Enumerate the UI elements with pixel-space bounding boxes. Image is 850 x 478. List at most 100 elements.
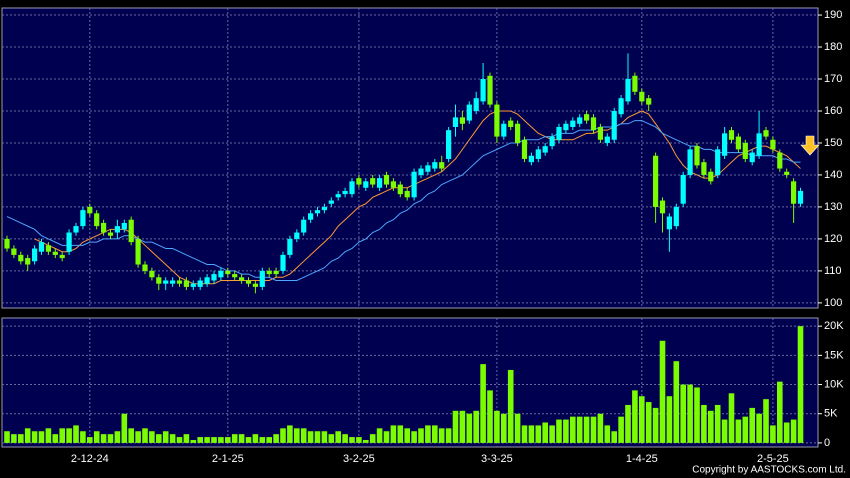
candle-body: [680, 174, 686, 204]
candle-body: [170, 280, 176, 284]
volume-bar: [369, 434, 376, 443]
candle-body: [225, 270, 231, 275]
volume-bar: [659, 340, 666, 443]
candle-body: [135, 238, 141, 265]
y-tick-label: 110: [824, 265, 842, 277]
candle-body: [735, 136, 741, 150]
ma-line: [34, 110, 801, 285]
volume-bar: [742, 416, 749, 443]
volume-bar: [87, 437, 93, 443]
volume-bar: [335, 431, 341, 443]
x-tick-label: 2-5-25: [757, 453, 789, 465]
candle-body: [597, 126, 603, 140]
volume-bar: [38, 431, 45, 443]
volume-bar: [307, 431, 314, 443]
candle-body: [528, 155, 534, 163]
candle-body: [542, 146, 548, 153]
candle-body: [618, 98, 624, 115]
candle-body: [121, 222, 127, 230]
y-tick-label: 5K: [824, 408, 838, 420]
volume-bar: [728, 393, 735, 443]
volume-bar: [680, 384, 686, 443]
volume-bar: [390, 425, 397, 443]
volume-bar: [294, 428, 300, 443]
candle-body: [59, 254, 65, 259]
volume-bar: [18, 434, 24, 443]
candle-body: [25, 258, 31, 265]
candle-body: [142, 264, 148, 271]
candle-body: [197, 280, 203, 287]
volume-bar: [59, 428, 65, 443]
volume-bar: [687, 384, 693, 443]
candle-body: [328, 200, 334, 204]
candle-body: [232, 274, 238, 278]
volume-bar: [535, 425, 542, 443]
volume-bar: [183, 434, 190, 443]
candle-body: [722, 133, 728, 156]
candle-body: [321, 206, 327, 211]
candle-body: [411, 171, 417, 198]
volume-bar: [480, 364, 486, 443]
volume-bar: [556, 419, 562, 443]
candle-body: [45, 245, 51, 252]
volume-bar: [218, 437, 224, 443]
volume-bar: [169, 434, 176, 443]
candle-body: [73, 226, 79, 233]
volume-bar: [93, 431, 100, 443]
candle-body: [18, 254, 24, 262]
candle-body: [459, 117, 465, 124]
candle-body: [128, 219, 134, 243]
volume-bar: [300, 428, 307, 443]
volume-bar: [245, 437, 252, 443]
candle-body: [611, 110, 617, 140]
volume-bar: [645, 402, 652, 443]
candle-body: [694, 146, 700, 166]
candle-body: [480, 79, 486, 102]
candle-body: [570, 120, 576, 127]
plot-layer: 100 110 120 130 140 150 160 170 180 190 0 5K 10K 15K 2…: [2, 8, 844, 465]
volume-bar: [376, 428, 383, 443]
volume-bar: [45, 428, 52, 443]
volume-bar: [156, 434, 162, 443]
candle-body: [259, 270, 265, 287]
volume-bar: [425, 425, 431, 443]
volume-bar: [31, 431, 38, 443]
volume-bar: [121, 413, 128, 443]
candle-body: [404, 190, 410, 198]
volume-bar: [777, 381, 783, 443]
y-tick-label: 130: [824, 201, 842, 213]
volume-bar: [314, 431, 321, 443]
volume-bar: [604, 425, 611, 443]
candle-body: [390, 181, 396, 188]
volume-bar: [4, 431, 10, 443]
candle-body: [190, 283, 196, 287]
candle-body: [101, 222, 107, 233]
volume-bar: [328, 434, 335, 443]
volume-bar: [694, 387, 700, 443]
volume-bar: [73, 425, 79, 443]
y-tick-label: 150: [824, 137, 842, 149]
volume-bar: [576, 416, 583, 443]
candle-body: [749, 152, 755, 163]
volume-bar: [590, 416, 597, 443]
volume-bar: [80, 431, 86, 443]
x-tick-label: 3-3-25: [481, 453, 513, 465]
candle-body: [701, 162, 707, 175]
candle-body: [252, 283, 258, 287]
candle-body: [763, 130, 769, 137]
candle-body: [383, 174, 390, 185]
candle-body: [659, 200, 666, 214]
y-tick-label: 10K: [824, 378, 844, 390]
y-tick-label: 190: [824, 9, 842, 21]
candle-body: [452, 117, 459, 127]
x-tick-label: 3-2-25: [343, 453, 375, 465]
volume-bar: [611, 431, 617, 443]
volume-bar: [252, 434, 259, 443]
volume-bar: [411, 431, 417, 443]
volume-bar: [625, 404, 631, 443]
volume-bar: [280, 428, 286, 443]
volume-bar: [197, 437, 203, 443]
volume-bar: [749, 407, 755, 443]
volume-bar: [756, 413, 762, 443]
candle-body: [446, 130, 452, 159]
